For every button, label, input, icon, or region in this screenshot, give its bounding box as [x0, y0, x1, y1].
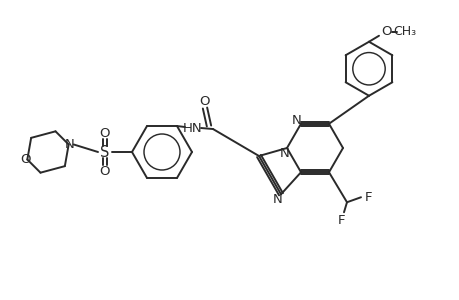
- Text: O: O: [199, 94, 210, 107]
- Text: HN: HN: [183, 122, 202, 134]
- Text: O: O: [20, 153, 30, 166]
- Text: N: N: [65, 138, 74, 151]
- Text: S: S: [100, 145, 109, 160]
- Text: N: N: [291, 114, 301, 127]
- Text: F: F: [364, 191, 372, 204]
- Text: F: F: [337, 214, 345, 227]
- Text: O: O: [381, 25, 392, 38]
- Text: O: O: [100, 164, 110, 178]
- Text: N: N: [280, 146, 289, 160]
- Text: CH₃: CH₃: [392, 25, 416, 38]
- Text: O: O: [100, 127, 110, 140]
- Text: N: N: [273, 193, 282, 206]
